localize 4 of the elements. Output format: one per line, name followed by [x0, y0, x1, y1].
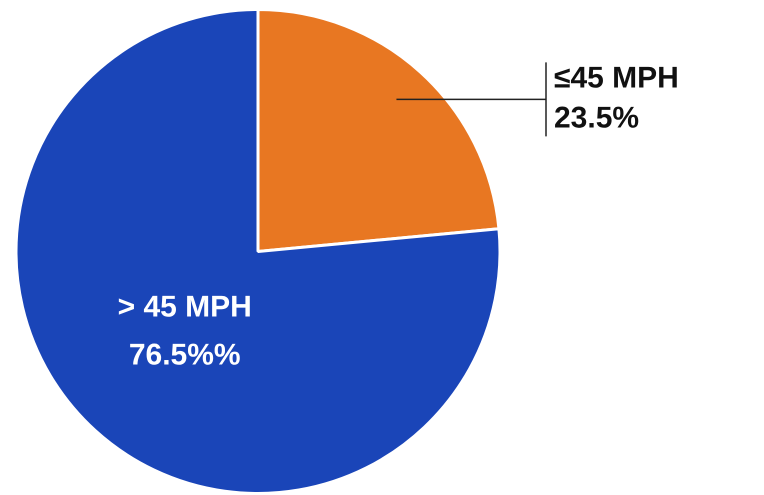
data-label: 23.5% — [554, 102, 640, 135]
data-label: 76.5%% — [128, 338, 241, 372]
slice-label: > 45 MPH — [118, 290, 252, 324]
slice-label: ≤45 MPH — [554, 62, 679, 95]
